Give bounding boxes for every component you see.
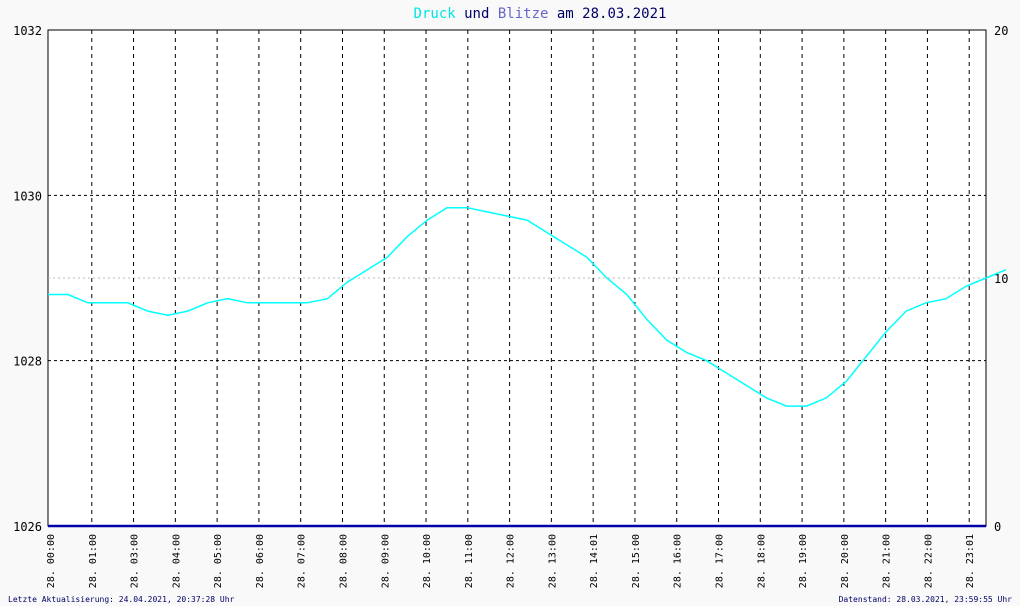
y2-tick-label: 0 [994,520,1001,534]
x-tick-label: 28. 13:00 [547,534,558,588]
x-tick-label: 28. 20:00 [840,534,851,588]
x-tick-label: 28. 00:00 [46,534,57,588]
x-tick-label: 28. 22:00 [923,534,934,588]
y2-tick-label: 20 [994,24,1008,38]
x-tick-label: 28. 10:00 [422,534,433,588]
x-tick-label: 28. 21:00 [882,534,893,588]
x-tick-label: 28. 23:01 [965,534,976,588]
x-tick-label: 28. 11:00 [464,534,475,588]
x-tick-label: 28. 01:00 [88,534,99,588]
x-tick-label: 28. 09:00 [380,534,391,588]
y2-tick-label: 10 [994,272,1008,286]
title-und: und [456,6,498,22]
title-druck: Druck [414,6,457,22]
title-blitze: Blitze [498,6,549,22]
y-tick-label: 1026 [13,520,42,534]
x-tick-label: 28. 06:00 [255,534,266,588]
y-tick-label: 1032 [13,24,42,38]
x-tick-label: 28. 05:00 [213,534,224,588]
x-gridlines [91,30,970,526]
title-date: am 28.03.2021 [548,6,666,22]
x-tick-label: 28. 07:00 [297,534,308,588]
footer-last-update: Letzte Aktualisierung: 24.04.2021, 20:37… [8,595,235,604]
x-tick-label: 28. 08:00 [338,534,349,588]
y-tick-label: 1030 [13,189,42,203]
x-tick-label: 28. 16:00 [673,534,684,588]
footer-data-status: Datenstand: 28.03.2021, 23:59:55 Uhr [839,595,1013,604]
y-gridlines [48,194,986,362]
x-tick-label: 28. 15:00 [631,534,642,588]
x-axis-tick-labels: 28. 00:00 28. 01:00 28. 03:00 28. 04:00 28. … [46,534,976,588]
chart-title: Druck und Blitze am 28.03.2021 [414,6,667,22]
x-tick-label: 28. 04:00 [171,534,182,588]
x-tick-label: 28. 03:00 [130,534,141,588]
y-tick-label: 1028 [13,355,42,369]
x-tick-label: 28. 12:00 [506,534,517,588]
druck-series-line [48,206,1007,407]
y-axis-right-ticks: 0 10 20 [994,24,1008,534]
x-tick-label: 28. 18:00 [756,534,767,588]
x-tick-label: 28. 14:01 [589,534,600,588]
y-axis-left-ticks: 1026 1028 1030 1032 [13,24,42,534]
x-tick-label: 28. 19:00 [798,534,809,588]
x-tick-label: 28. 17:00 [715,534,726,588]
